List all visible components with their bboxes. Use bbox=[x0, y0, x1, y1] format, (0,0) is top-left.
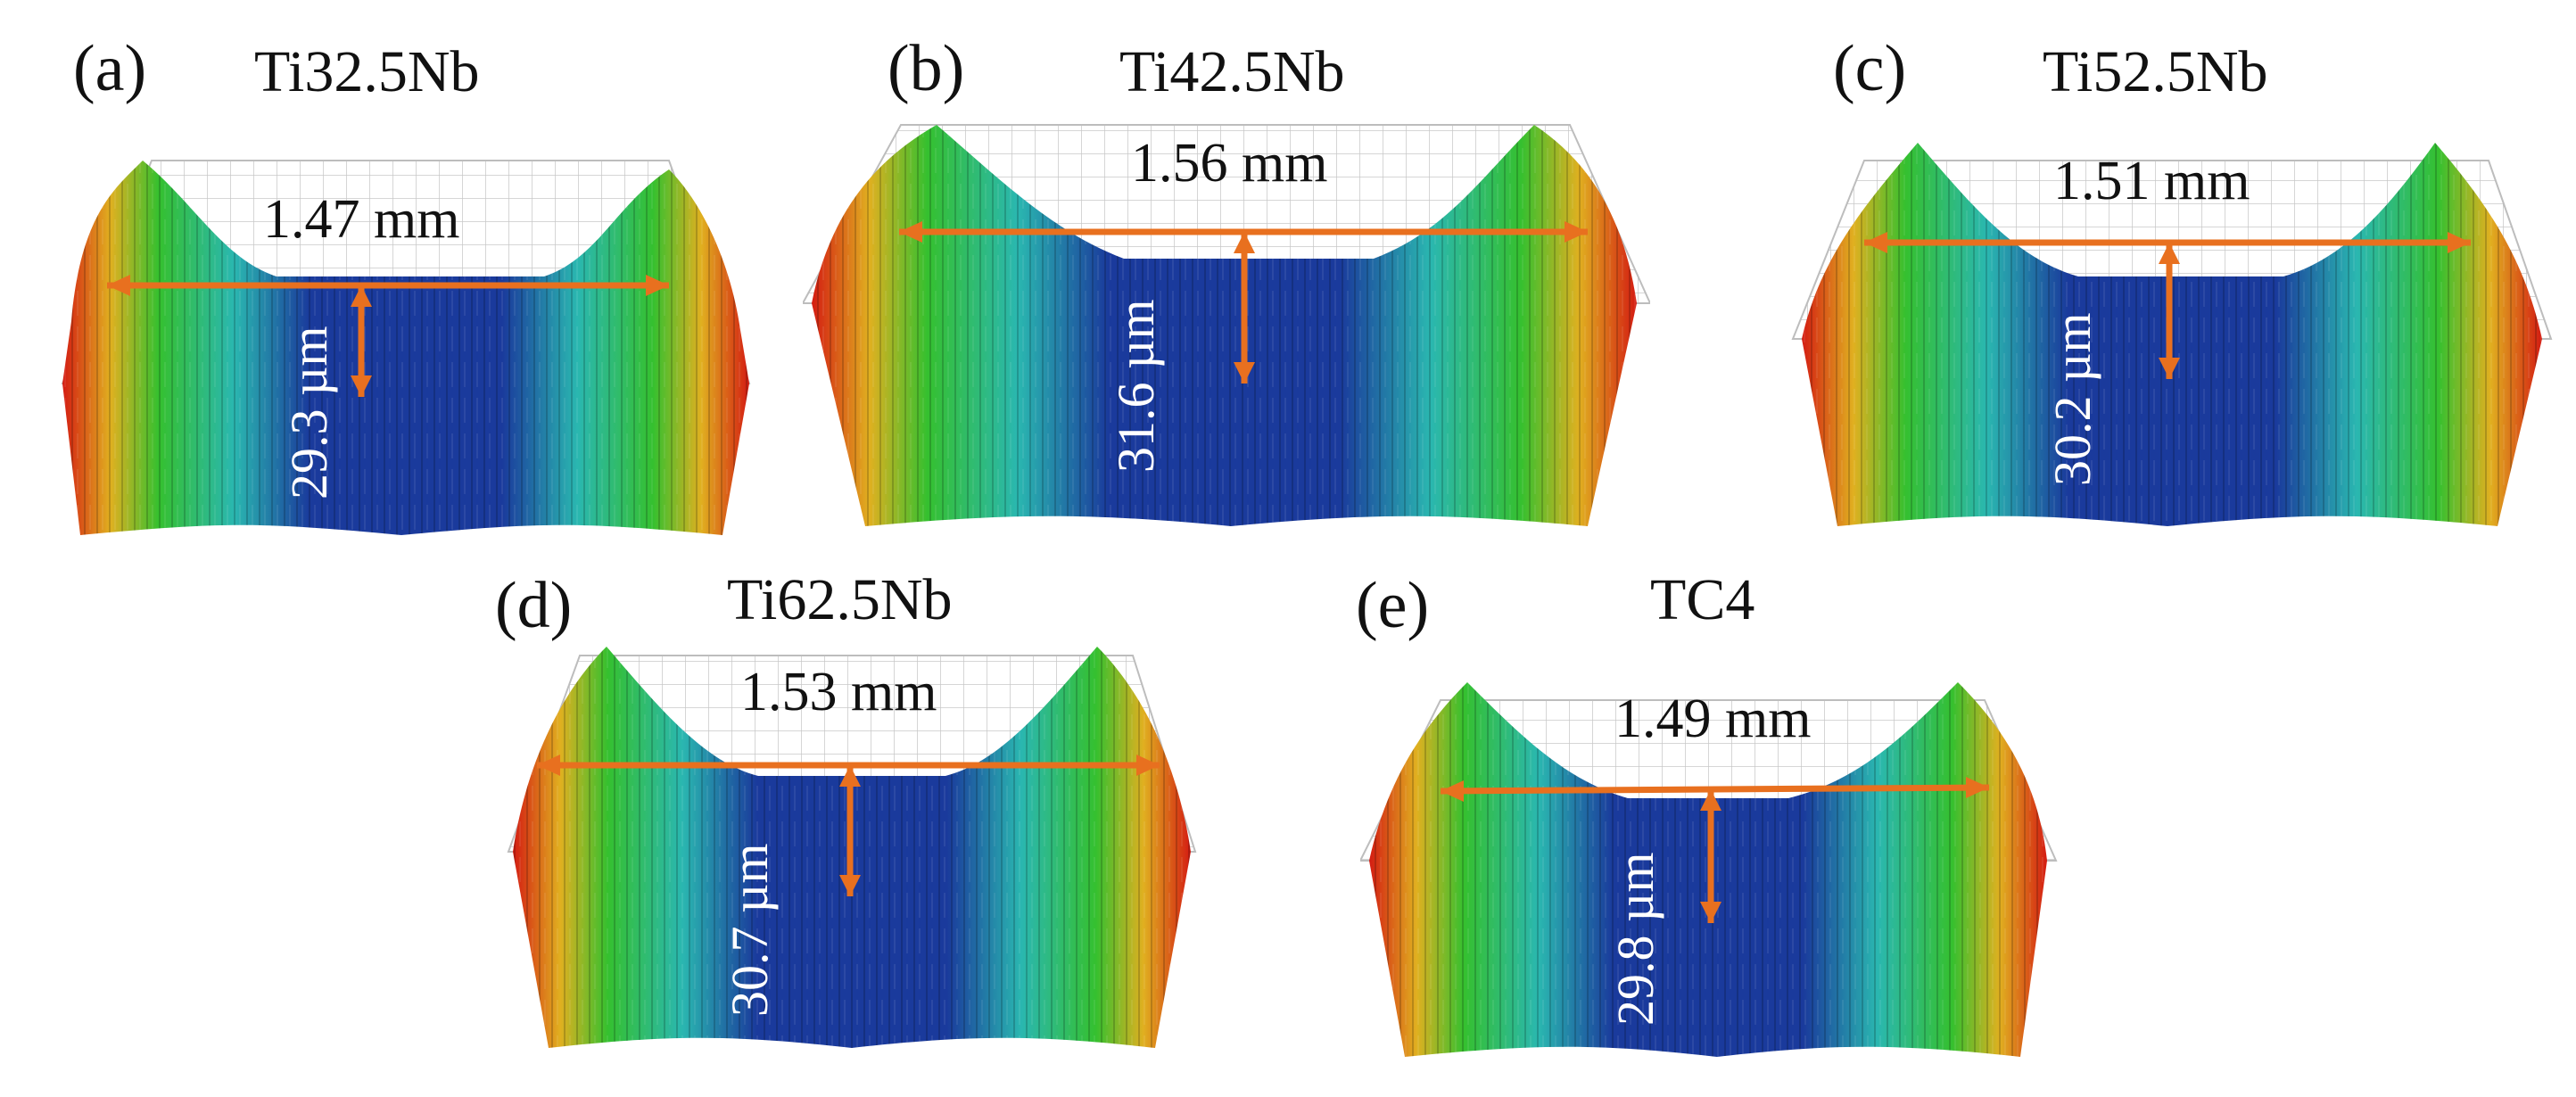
panel-d-width-label: 1.53 mm bbox=[740, 662, 937, 722]
wear-scar-surface-b bbox=[803, 124, 1650, 526]
panel-a-title: Ti32.5Nb bbox=[254, 39, 480, 104]
panel-d-title: Ti62.5Nb bbox=[727, 567, 953, 632]
panel-e-width-label: 1.49 mm bbox=[1614, 689, 1812, 749]
panel-a-tag: (a) bbox=[73, 32, 147, 105]
wear-scar-surface-c bbox=[1791, 143, 2553, 526]
panel-e-tag: (e) bbox=[1356, 569, 1430, 642]
panel-c-width-label: 1.51 mm bbox=[2053, 151, 2250, 211]
panel-b-width-label: 1.56 mm bbox=[1131, 133, 1328, 194]
wear-scar-surface-a bbox=[61, 160, 751, 535]
panel-a bbox=[45, 36, 758, 544]
wear-scar-surface-d bbox=[507, 647, 1197, 1048]
panel-c-depth-label: 30.2 µm bbox=[2043, 312, 2101, 486]
panel-d-tag: (d) bbox=[495, 569, 573, 642]
panel-b-tag: (b) bbox=[888, 32, 965, 105]
wear-scar-surface-e bbox=[1360, 682, 2058, 1057]
panel-b-title: Ti42.5Nb bbox=[1119, 39, 1345, 104]
panel-c-tag: (c) bbox=[1833, 32, 1907, 105]
panel-a-width-label: 1.47 mm bbox=[263, 189, 460, 250]
panel-e-title: TC4 bbox=[1650, 567, 1755, 632]
panel-a-depth-label: 29.3 µm bbox=[280, 326, 338, 499]
panel-d bbox=[500, 638, 1204, 1057]
panel-b bbox=[803, 107, 1650, 535]
panel-d-depth-label: 30.7 µm bbox=[721, 843, 779, 1017]
panel-e-depth-label: 29.8 µm bbox=[1606, 852, 1664, 1026]
panel-e bbox=[1360, 673, 2074, 1066]
panel-c bbox=[1784, 134, 2560, 535]
panel-b-depth-label: 31.6 µm bbox=[1107, 299, 1165, 473]
panel-c-title: Ti52.5Nb bbox=[2043, 39, 2268, 104]
